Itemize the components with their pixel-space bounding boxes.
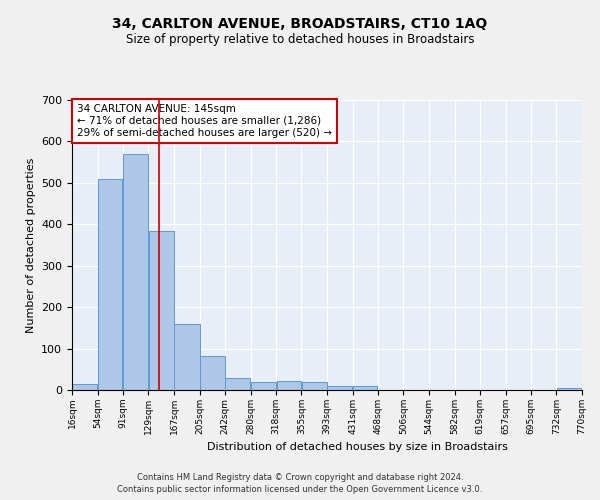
Text: Distribution of detached houses by size in Broadstairs: Distribution of detached houses by size …	[206, 442, 508, 452]
Text: 34, CARLTON AVENUE, BROADSTAIRS, CT10 1AQ: 34, CARLTON AVENUE, BROADSTAIRS, CT10 1A…	[112, 18, 488, 32]
Bar	[149, 230, 174, 390]
Bar	[251, 382, 276, 390]
Y-axis label: Number of detached properties: Number of detached properties	[26, 158, 35, 332]
Bar	[557, 388, 582, 390]
Bar	[200, 356, 224, 390]
Bar	[277, 382, 301, 390]
Text: Contains HM Land Registry data © Crown copyright and database right 2024.: Contains HM Land Registry data © Crown c…	[137, 472, 463, 482]
Bar	[72, 384, 97, 390]
Bar	[353, 386, 377, 390]
Text: 34 CARLTON AVENUE: 145sqm
← 71% of detached houses are smaller (1,286)
29% of se: 34 CARLTON AVENUE: 145sqm ← 71% of detac…	[77, 104, 332, 138]
Text: Size of property relative to detached houses in Broadstairs: Size of property relative to detached ho…	[126, 32, 474, 46]
Bar	[123, 154, 148, 390]
Bar	[98, 178, 122, 390]
Text: Contains public sector information licensed under the Open Government Licence v3: Contains public sector information licen…	[118, 485, 482, 494]
Bar	[327, 386, 352, 390]
Bar	[225, 378, 250, 390]
Bar	[175, 324, 200, 390]
Bar	[302, 382, 327, 390]
